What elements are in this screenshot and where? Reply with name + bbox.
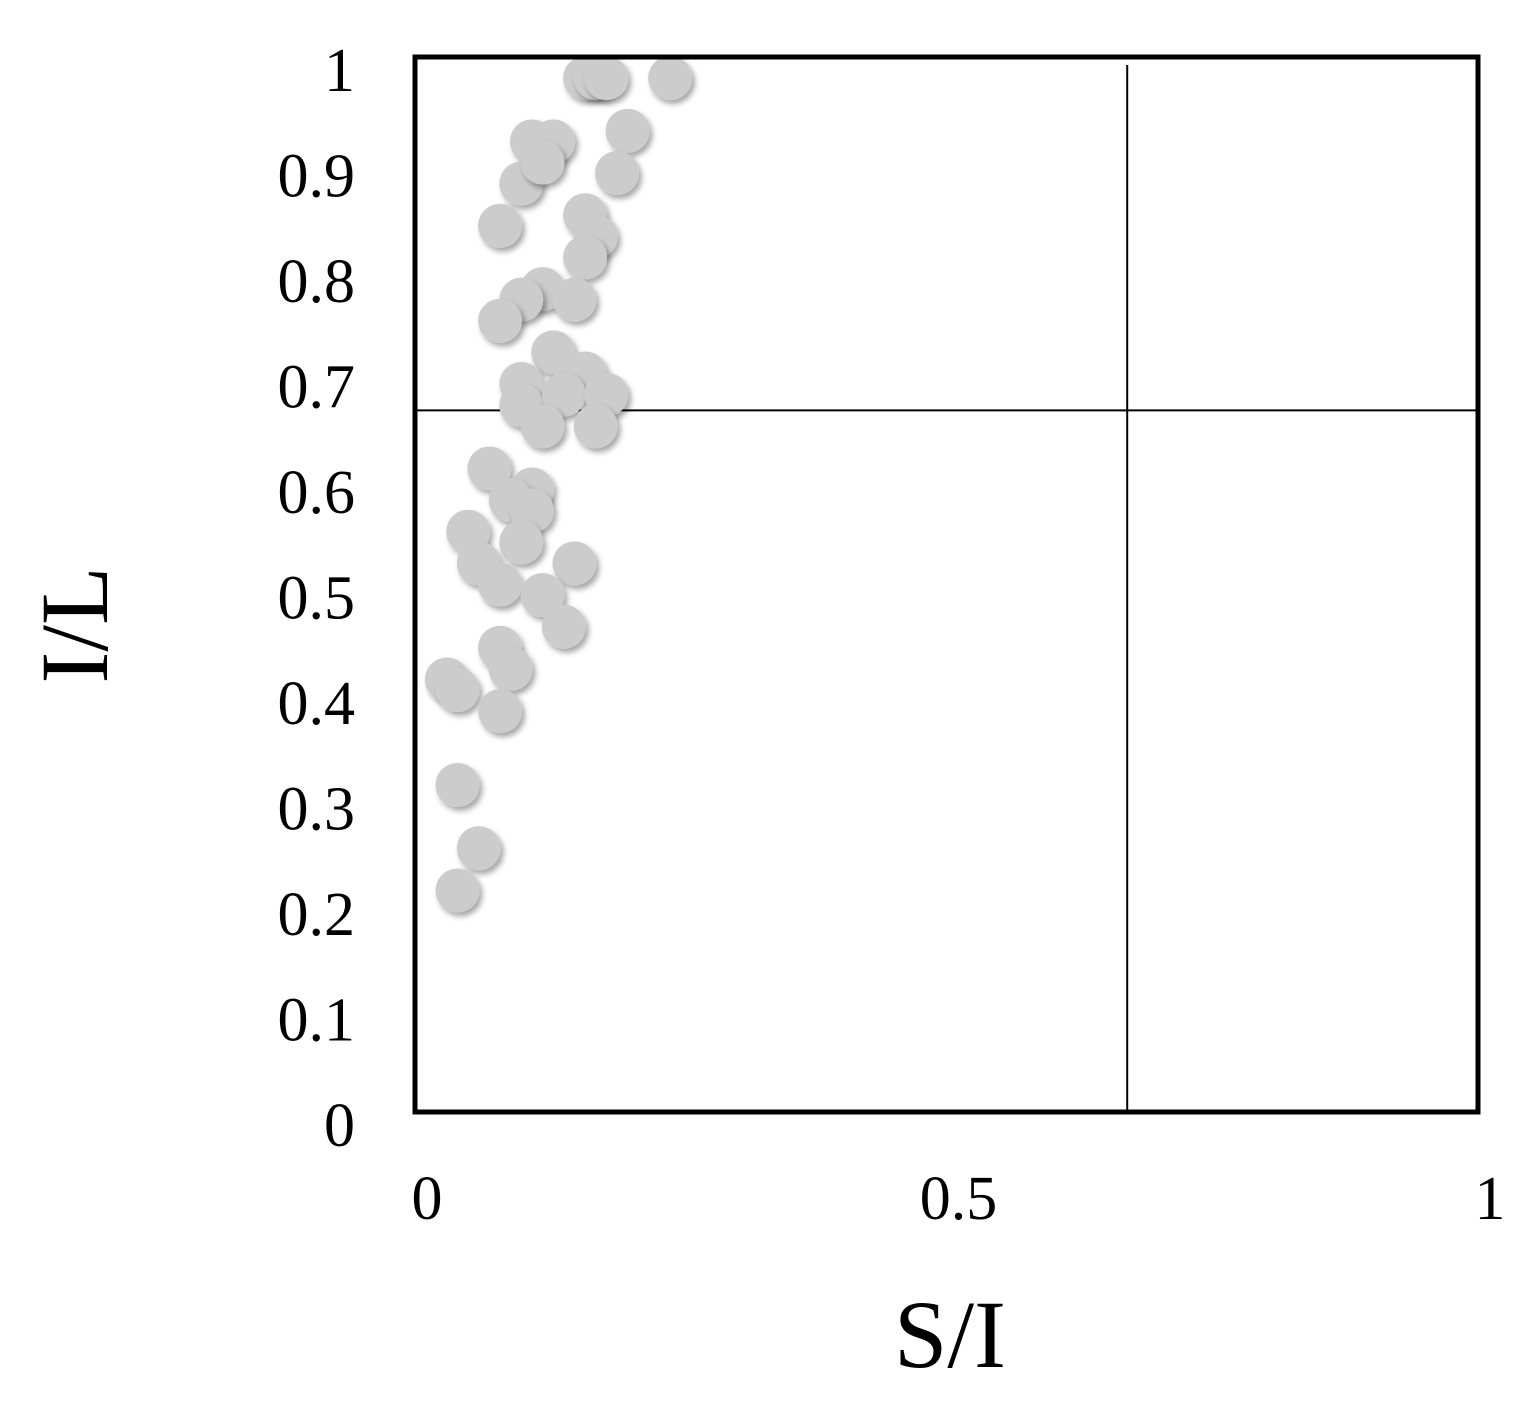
point xyxy=(541,372,586,417)
point xyxy=(541,604,586,649)
y-tick-label: 0.9 xyxy=(278,143,356,211)
x-tick-label: 1 xyxy=(1475,1165,1506,1233)
point xyxy=(552,277,597,322)
point xyxy=(478,562,523,607)
point xyxy=(488,646,533,691)
y-tick-label: 1 xyxy=(324,37,355,105)
point xyxy=(520,140,565,185)
point xyxy=(573,404,618,449)
point xyxy=(648,56,693,101)
point xyxy=(435,762,480,807)
point xyxy=(478,298,523,343)
y-tick-label: 0.2 xyxy=(278,881,356,949)
point xyxy=(552,541,597,586)
point xyxy=(435,668,480,712)
y-tick-label: 0.4 xyxy=(278,670,356,738)
point xyxy=(478,689,523,734)
point xyxy=(520,404,565,449)
y-tick-label: 0.7 xyxy=(278,354,356,422)
point xyxy=(435,868,480,913)
y-tick-label: 0.8 xyxy=(278,248,356,316)
point xyxy=(563,235,608,280)
y-tick-label: 0.3 xyxy=(278,776,356,844)
point xyxy=(584,56,629,101)
y-tick-label: 0 xyxy=(324,1092,355,1160)
point xyxy=(456,826,501,871)
x-tick-label: 0 xyxy=(412,1165,443,1233)
x-tick-label: 0.5 xyxy=(920,1165,998,1233)
point xyxy=(478,203,523,248)
y-tick-label: 0.1 xyxy=(278,987,356,1055)
plot-frame xyxy=(412,54,1481,1115)
point xyxy=(520,573,565,618)
y-axis-label: I/L xyxy=(21,566,128,683)
y-tick-label: 0.6 xyxy=(278,459,356,527)
point xyxy=(531,330,576,375)
point xyxy=(499,520,544,565)
y-tick-label: 0.5 xyxy=(278,565,356,633)
point xyxy=(594,151,639,196)
x-axis-label: S/I xyxy=(894,1281,1006,1388)
point xyxy=(605,108,650,153)
point xyxy=(467,446,512,491)
